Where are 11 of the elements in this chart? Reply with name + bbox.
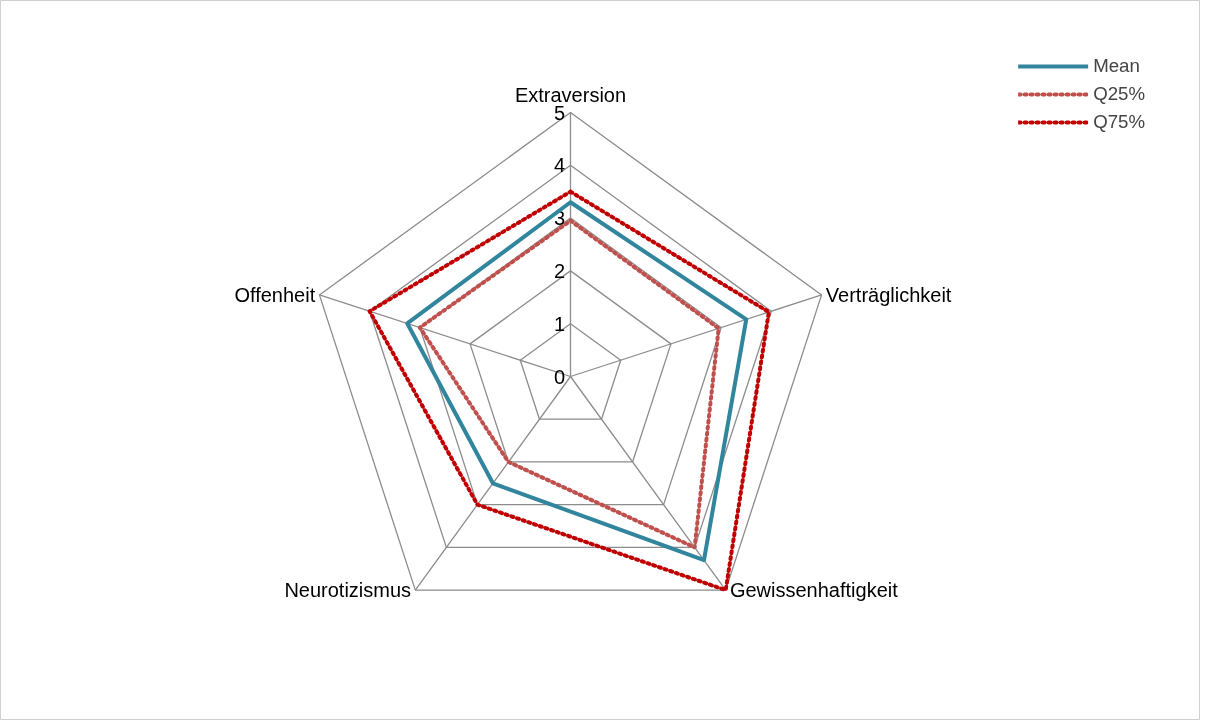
legend-label: Mean [1093,55,1140,77]
legend-label: Q75% [1093,111,1145,133]
y-tick-label: 1 [554,312,566,335]
spoke-label: Offenheit [234,283,316,306]
spoke-label: Neurotizismus [284,579,412,602]
y-tick-label: 4 [554,154,566,177]
spoke-label: Verträglichkeit [825,283,952,306]
legend-label: Q25% [1093,83,1145,105]
y-tick-label: 2 [554,259,566,282]
y-tick-label: 0 [554,365,566,388]
spoke-label: Gewissenhaftigkeit [729,579,899,602]
